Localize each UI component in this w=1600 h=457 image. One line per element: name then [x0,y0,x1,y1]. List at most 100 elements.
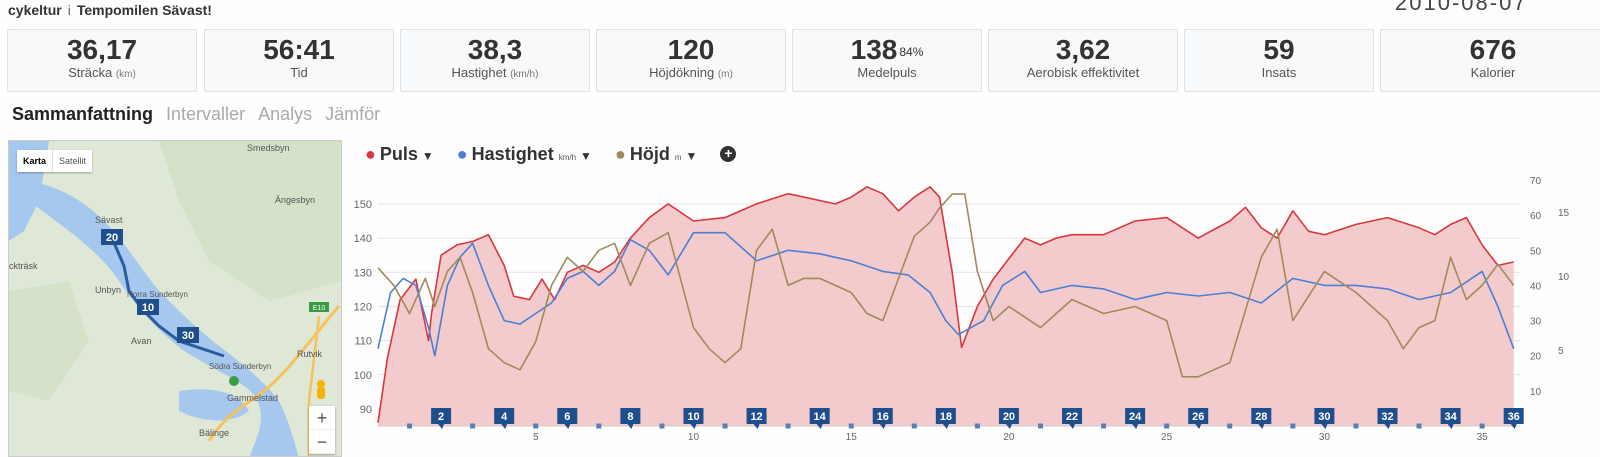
stat-label: Aerobisk effektivitet [989,65,1177,80]
stat-label-text: Insats [1261,65,1297,80]
view-tabs: Sammanfattning Intervaller Analys Jämför [12,104,388,125]
km-flag-marker [935,408,956,424]
y-right-tick-label: 10 [1530,387,1542,398]
tab-intervals[interactable]: Intervaller [166,104,246,124]
tab-summary[interactable]: Sammanfattning [12,104,154,124]
hastighet-dot-icon: ● [456,144,468,164]
km-flag-label: 10 [687,411,699,423]
stat-value: 56:41 [205,35,393,65]
km-flag-pointer [1384,424,1391,429]
map-canvas[interactable]: 20 10 30 E10 Smedsbyn Sävast Ängesbyn No… [9,141,342,457]
km-flag-pointer [1195,424,1202,429]
km-flag-label: 8 [627,411,633,423]
y-left-tick-label: 150 [354,199,372,211]
y-left-tick-label: 130 [354,267,372,279]
km-flag-label: 24 [1129,411,1142,423]
km-marker-label: 20 [106,232,118,244]
km-flag-marker [431,408,452,424]
stat-number: 38,3 [467,34,523,65]
date-partial: 2010-08-07 [1395,0,1528,15]
stat-value: 676 [1381,35,1600,65]
activity-type: cykeltur [8,2,62,18]
stat-elevation-gain: 120 Höjdökning (m) [596,29,786,92]
km-dot-marker [1227,423,1233,429]
y-right-inner-tick-label: 10 [1558,272,1570,283]
legend-hojd[interactable]: ● Höjd m ▼ [615,144,697,165]
stat-effort: 59 Insats [1184,29,1374,92]
route-map[interactable]: 20 10 30 E10 Smedsbyn Sävast Ängesbyn No… [8,140,342,457]
km-flag-pointer [753,424,760,429]
km-dot-marker [1479,423,1485,429]
x-tick-label: 10 [688,432,700,443]
place-label: Sävast [95,215,123,225]
map-type-map-button[interactable]: Karta [23,156,47,166]
place-label: Södra Sunderbyn [209,362,271,371]
stat-label: Kalorier [1381,65,1600,80]
x-tick-label: 35 [1477,432,1489,443]
x-tick-label: 20 [1003,432,1015,443]
stat-number: 56:41 [263,34,335,65]
map-type-satellite-button[interactable]: Satellit [52,150,92,172]
km-flag-label: 34 [1444,411,1457,423]
legend-puls[interactable]: ● Puls ▼ [365,144,434,165]
stat-label-text: Aerobisk effektivitet [1026,65,1140,80]
km-flag-label: 30 [1318,411,1330,423]
tab-compare[interactable]: Jämför [325,104,381,124]
km-flag-pointer [1510,424,1517,429]
stat-label: Tid [205,65,393,80]
legend-unit: km/h [558,153,577,162]
zoom-in-button[interactable]: + [309,406,335,430]
place-label: Norra Sunderbyn [127,290,188,299]
place-label: Rutvik [297,349,323,359]
stats-bar: 36,17 Sträcka (km) 56:41 Tid 38,3 Hastig… [7,29,1600,92]
km-flag-pointer [1132,424,1139,429]
stat-value: 38,3 [401,35,589,65]
stat-distance: 36,17 Sträcka (km) [7,29,197,92]
km-flag-marker [809,408,830,424]
legend-label: Hastighet [471,144,554,164]
stat-label-text: Sträcka [68,65,113,80]
y-right-tick-label: 20 [1530,352,1542,363]
km-dot-marker [659,423,665,429]
place-label: Smedsbyn [247,143,290,153]
km-marker-label: 30 [182,330,194,342]
km-dot-marker [1416,423,1422,429]
legend-unit: m [674,153,682,162]
series-line-puls [377,186,1514,423]
km-flag-label: 4 [501,411,508,423]
stat-aerobic-efficiency: 3,62 Aerobisk effektivitet [988,29,1178,92]
legend-hastighet[interactable]: ● Hastighet km/h ▼ [457,144,592,165]
chevron-down-icon: ▼ [421,149,434,163]
km-dot-marker [911,423,917,429]
place-label: Unbyn [95,285,121,295]
km-dot-marker [1290,423,1296,429]
header-separator: i [67,2,71,18]
km-flag-label: 20 [1003,411,1015,423]
stat-unit: (km) [115,69,136,80]
km-flag-marker [998,408,1019,424]
km-flag-pointer [1447,424,1454,429]
km-dot-marker [407,423,413,429]
km-dot-marker [596,423,602,429]
stat-number: 3,62 [1055,34,1111,65]
stat-number: 138 [850,34,898,65]
y-right-tick-label: 70 [1530,176,1542,187]
map-forest-patch [159,141,341,301]
place-label: Avan [131,336,151,346]
map-road-shield: E10 [309,302,329,312]
stat-unit: (km/h) [510,69,539,80]
zoom-out-button[interactable]: − [309,430,335,454]
legend-label: Höjd [629,144,670,164]
map-type-toggle: Karta Satellit [17,150,93,172]
puls-dot-icon: ● [365,144,376,164]
add-series-button[interactable]: + [720,146,737,162]
route-name: Tempomilen Sävast! [76,2,212,18]
km-flag-label: 6 [564,411,570,423]
tab-analysis[interactable]: Analys [258,104,313,124]
x-tick-label: 5 [533,432,539,443]
km-flag-marker [1125,408,1146,424]
activity-chart[interactable]: 90 100 110 120 130 140 150 10 20 30 40 50 60 70 5 10 15 5… [346,170,1600,457]
x-tick-label: 15 [846,432,858,443]
km-flag-pointer [1258,424,1265,429]
chevron-down-icon: ▼ [580,149,592,163]
